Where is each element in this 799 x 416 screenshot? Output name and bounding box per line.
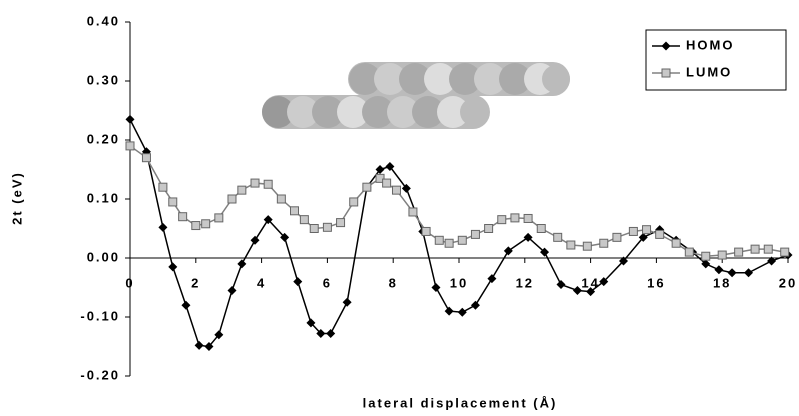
point [215, 214, 223, 222]
point [237, 259, 246, 268]
x-tick-label: 10 [450, 275, 468, 290]
point [422, 227, 430, 235]
point [293, 277, 302, 286]
point [181, 301, 190, 310]
point [179, 213, 187, 221]
chart: 2t (eV) lateral displacement (Å) -0.20 -0… [0, 0, 799, 416]
y-tick-label: 0.30 [87, 72, 120, 87]
legend-marker [662, 69, 670, 77]
y-tick-label: 0.10 [87, 190, 120, 205]
x-tick-label: 8 [389, 275, 398, 290]
point [392, 186, 400, 194]
point [323, 223, 331, 231]
point [158, 223, 167, 232]
point [583, 242, 591, 250]
point [277, 195, 285, 203]
point [751, 245, 759, 253]
point [445, 239, 453, 247]
point [228, 195, 236, 203]
point [504, 246, 513, 255]
point [656, 230, 664, 238]
point [326, 329, 335, 338]
point [445, 307, 454, 316]
point [458, 236, 466, 244]
point [718, 251, 726, 259]
point [142, 154, 150, 162]
point [556, 280, 565, 289]
point [554, 233, 562, 241]
point [471, 301, 480, 310]
point [485, 225, 493, 233]
point [409, 208, 417, 216]
molecule-illustration [262, 62, 570, 129]
point [471, 230, 479, 238]
point [735, 248, 743, 256]
point [238, 186, 246, 194]
point [537, 225, 545, 233]
point [159, 183, 167, 191]
point [524, 214, 532, 222]
x-tick-label: 18 [713, 275, 731, 290]
point [629, 227, 637, 235]
point [251, 236, 260, 245]
point [613, 233, 621, 241]
x-tick-label: 4 [257, 275, 266, 290]
x-tick-label: 6 [323, 275, 332, 290]
point [781, 248, 789, 256]
point [714, 265, 723, 274]
point [337, 219, 345, 227]
point [126, 115, 135, 124]
point [672, 239, 680, 247]
point [600, 239, 608, 247]
point [498, 216, 506, 224]
point [487, 274, 496, 283]
y-tick-label: -0.20 [80, 367, 120, 382]
point [195, 341, 204, 350]
x-tick-label: 0 [125, 275, 134, 290]
point [643, 226, 651, 234]
point [251, 179, 259, 187]
legend-label: LUMO [686, 64, 732, 79]
x-tick-label: 2 [191, 275, 200, 290]
point [169, 198, 177, 206]
point [363, 183, 371, 191]
point [567, 241, 575, 249]
point [300, 216, 308, 224]
x-tick-label: 20 [779, 275, 797, 290]
x-tick-label: 12 [516, 275, 534, 290]
point [168, 262, 177, 271]
point [310, 225, 318, 233]
point [343, 298, 352, 307]
x-axis-label: lateral displacement (Å) [363, 395, 558, 410]
point [291, 207, 299, 215]
point [264, 180, 272, 188]
point [431, 283, 440, 292]
point [458, 308, 467, 317]
point [702, 252, 710, 260]
point [511, 214, 519, 222]
y-axis-label: 2t (eV) [9, 171, 24, 225]
point [126, 142, 134, 150]
point [227, 286, 236, 295]
point [192, 222, 200, 230]
legend-label: HOMO [686, 37, 734, 52]
y-tick-label: 0.20 [87, 131, 120, 146]
point [383, 179, 391, 187]
point [764, 245, 772, 253]
y-tick-label: -0.10 [80, 308, 120, 323]
x-tick-label: 16 [647, 275, 665, 290]
point [202, 220, 210, 228]
point [744, 268, 753, 277]
point [435, 236, 443, 244]
point [685, 248, 693, 256]
point [350, 198, 358, 206]
y-tick-label: 0.00 [87, 249, 120, 264]
y-tick-label: 0.40 [87, 13, 120, 28]
legend: HOMO LUMO [646, 30, 786, 90]
